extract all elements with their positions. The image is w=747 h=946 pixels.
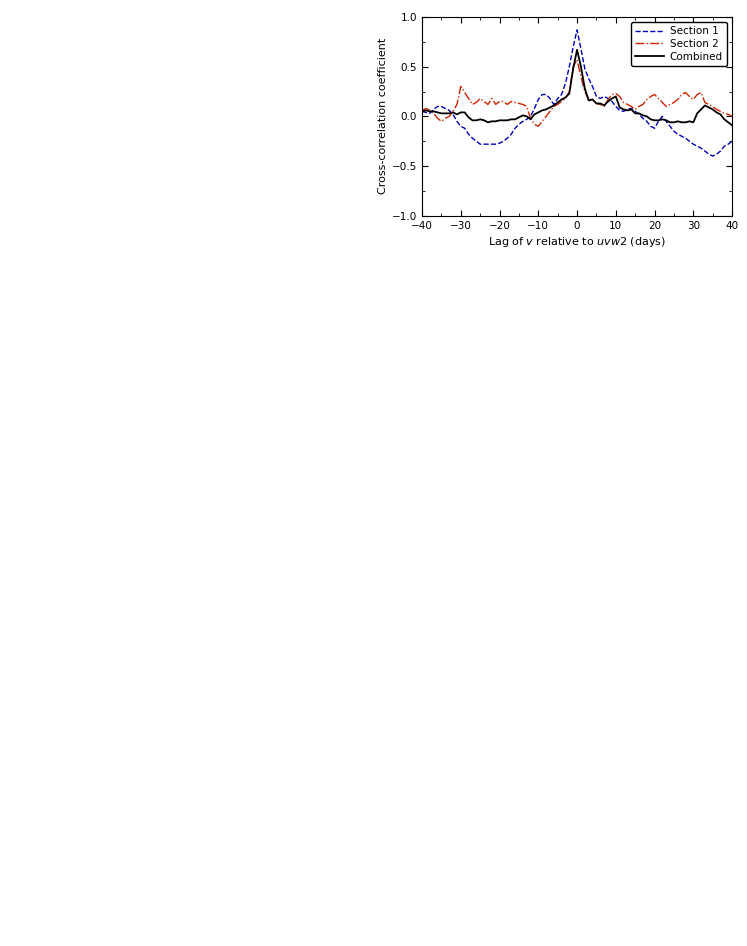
Section 2 — [572, 54, 581, 65]
Combined — [701, 99, 710, 111]
Section 1 — [701, 146, 710, 157]
Section 2 — [728, 111, 737, 122]
Combined — [592, 97, 601, 109]
Section 2 — [654, 93, 663, 104]
Section 1 — [616, 105, 624, 116]
Combined — [673, 115, 682, 127]
X-axis label: Lag of $v$ relative to $uvw2$ (days): Lag of $v$ relative to $uvw2$ (days) — [488, 235, 666, 249]
Combined — [616, 102, 624, 114]
Line: Section 1: Section 1 — [422, 30, 732, 156]
Section 1 — [418, 106, 427, 117]
Section 2 — [678, 89, 686, 100]
Section 2 — [619, 96, 628, 108]
Combined — [650, 114, 659, 126]
Section 1 — [728, 135, 737, 147]
Section 2 — [704, 98, 713, 110]
Combined — [689, 116, 698, 128]
Section 2 — [692, 89, 701, 100]
Section 1 — [673, 129, 682, 140]
Line: Combined: Combined — [422, 50, 732, 125]
Section 2 — [596, 98, 605, 110]
Combined — [418, 106, 427, 117]
Combined — [572, 44, 581, 56]
Section 1 — [592, 91, 601, 102]
Section 1 — [708, 150, 717, 162]
Section 1 — [572, 25, 581, 36]
Legend: Section 1, Section 2, Combined: Section 1, Section 2, Combined — [631, 23, 727, 66]
Combined — [728, 119, 737, 131]
Section 2 — [418, 105, 427, 116]
Section 1 — [650, 123, 659, 134]
Section 1 — [689, 138, 698, 149]
Section 2 — [534, 121, 543, 132]
Y-axis label: Cross-correlation coefficient: Cross-correlation coefficient — [378, 38, 388, 195]
Line: Section 2: Section 2 — [422, 60, 732, 127]
